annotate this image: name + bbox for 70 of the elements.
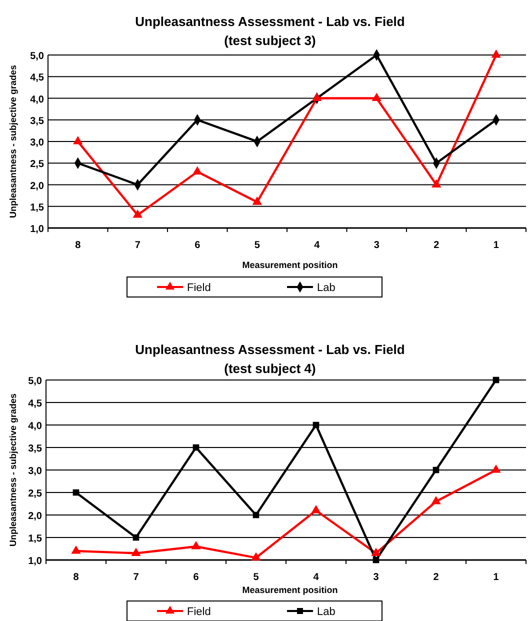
x-tick-label: 2 — [434, 240, 440, 251]
point — [71, 545, 81, 554]
point — [252, 196, 262, 205]
point — [132, 534, 140, 541]
y-tick-label: 4,0 — [28, 421, 42, 432]
point — [491, 464, 501, 473]
legend-label: Lab — [317, 282, 336, 294]
chart-title: Unpleasantness Assessment - Lab vs. Field — [135, 14, 405, 29]
y-tick-label: 4,5 — [30, 72, 44, 84]
x-tick-label: 8 — [73, 572, 80, 583]
x-tick-label: 6 — [193, 572, 200, 583]
point — [192, 444, 200, 451]
y-tick-label: 2,5 — [28, 488, 42, 500]
point — [131, 548, 141, 556]
point — [372, 556, 380, 564]
point — [491, 49, 501, 58]
chart-title: Unpleasantness Assessment - Lab vs. Field — [135, 342, 405, 357]
y-tick-label: 4,0 — [30, 94, 44, 106]
y-axis-title: Unpleasantness - subjective grades — [8, 64, 18, 218]
y-tick-label: 1,0 — [28, 556, 42, 567]
x-tick-label: 8 — [75, 240, 82, 251]
x-tick-label: 5 — [254, 240, 260, 251]
x-axis-title: Measurement position — [242, 260, 338, 270]
x-axis-title: Measurement position — [242, 585, 338, 595]
x-tick-label: 3 — [374, 240, 380, 251]
point — [252, 512, 260, 518]
y-tick-label: 5,0 — [30, 51, 44, 62]
point — [251, 552, 261, 561]
x-tick-label: 5 — [253, 572, 260, 583]
point — [72, 489, 80, 496]
chart-subtitle: (test subject 3) — [224, 33, 316, 48]
x-tick-label: 2 — [433, 572, 440, 583]
y-tick-label: 3,0 — [28, 466, 42, 477]
y-tick-label: 5,0 — [28, 376, 42, 387]
point — [492, 376, 500, 384]
y-tick-label: 1,5 — [30, 202, 44, 214]
x-tick-label: 4 — [314, 240, 320, 251]
point — [132, 209, 142, 218]
point — [432, 466, 440, 474]
point — [192, 166, 202, 175]
y-tick-label: 3,5 — [28, 444, 42, 454]
x-tick-label: 6 — [194, 240, 201, 251]
y-tick-label: 1,5 — [28, 534, 42, 544]
point — [312, 92, 322, 102]
legend-label: Lab — [317, 606, 336, 618]
point — [311, 504, 321, 514]
y-tick-label: 3,5 — [30, 116, 44, 127]
y-tick-label: 2,0 — [30, 180, 44, 192]
x-tick-label: 4 — [313, 572, 320, 583]
y-tick-label: 2,0 — [28, 511, 42, 522]
point — [432, 179, 442, 188]
x-tick-label: 1 — [493, 572, 500, 583]
point — [431, 496, 441, 504]
point — [191, 540, 201, 550]
x-tick-label: 3 — [373, 572, 380, 583]
legend-label: Field — [187, 282, 211, 294]
point — [312, 422, 320, 428]
y-tick-label: 2,5 — [30, 159, 44, 170]
x-tick-label: 7 — [133, 572, 140, 583]
point — [73, 136, 83, 144]
x-tick-label: 7 — [134, 240, 141, 251]
y-tick-label: 3,0 — [30, 138, 44, 148]
y-axis-title: Unpleasantness - subjective grades — [8, 393, 18, 547]
y-tick-label: 1,0 — [30, 224, 44, 235]
chart-subtitle: (test subject 4) — [224, 361, 316, 376]
point — [371, 548, 381, 556]
point — [372, 92, 382, 102]
legend-label: Field — [187, 606, 211, 618]
x-tick-label: 1 — [493, 240, 500, 251]
y-tick-label: 4,5 — [28, 398, 42, 410]
